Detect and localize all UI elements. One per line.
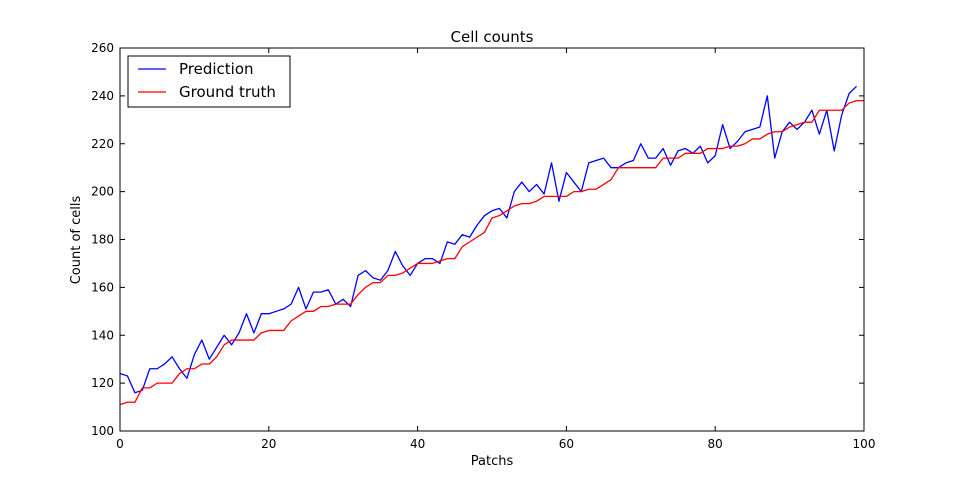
series-line-prediction [119, 85, 858, 394]
y-tick-label: 180 [91, 233, 114, 247]
y-tick-label: 140 [91, 328, 114, 342]
x-tick-label: 80 [708, 437, 723, 451]
series-line-ground-truth [119, 100, 864, 406]
series-layer [119, 85, 864, 406]
y-tick-label: 220 [91, 137, 114, 151]
y-tick-label: 100 [91, 424, 114, 438]
chart-title: Cell counts [451, 28, 534, 46]
legend-box [127, 55, 291, 108]
y-tick-label: 200 [91, 185, 114, 199]
x-tick-label: 0 [116, 437, 124, 451]
legend-label-prediction: Prediction [179, 60, 254, 78]
y-tick-label: 240 [91, 89, 114, 103]
x-axis-title: Patchs [471, 454, 514, 469]
x-tick-label: 100 [853, 437, 876, 451]
y-tick-label: 260 [91, 41, 114, 55]
legend-label-ground-truth: Ground truth [179, 83, 276, 101]
y-tick-label: 120 [91, 376, 114, 390]
plot-frame [119, 47, 865, 432]
x-tick-label: 60 [559, 437, 574, 451]
x-tick-label: 40 [410, 437, 425, 451]
legend: Prediction Ground truth [127, 55, 291, 108]
x-tick-label: 20 [261, 437, 276, 451]
y-tick-label: 160 [91, 280, 114, 294]
y-axis-title: Count of cells [69, 196, 84, 285]
